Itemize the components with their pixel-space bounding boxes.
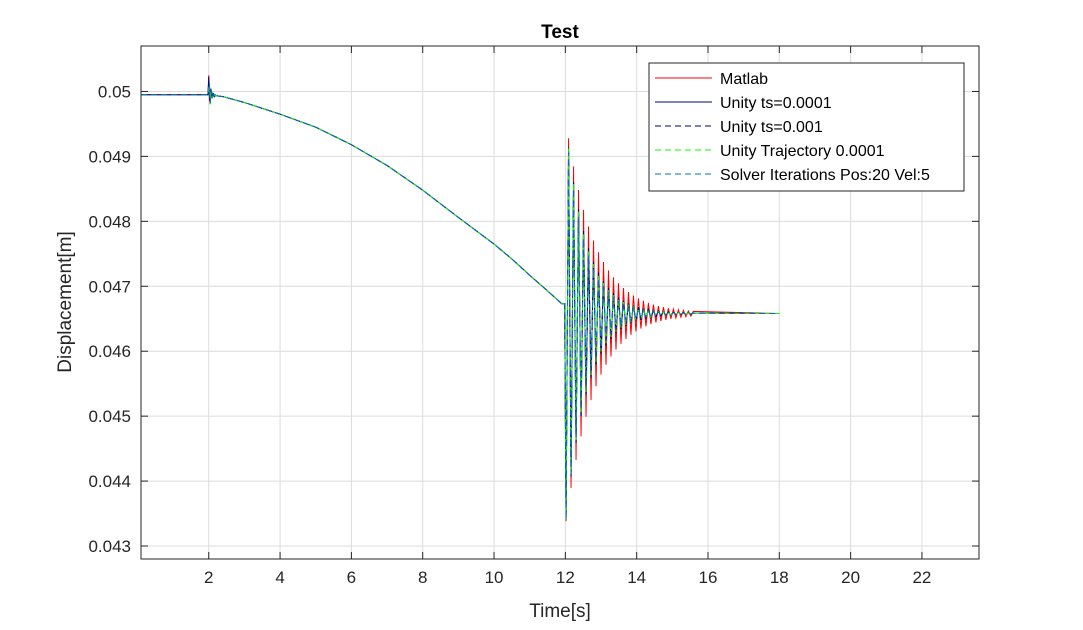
plot-lines (141, 75, 780, 522)
y-tick-label: 0.043 (88, 537, 131, 556)
legend-label-1: Unity ts=0.0001 (720, 95, 832, 112)
y-tick-label: 0.046 (88, 342, 131, 361)
x-tick-label: 20 (841, 568, 860, 587)
y-tick-label: 0.045 (88, 407, 131, 426)
x-tick-label: 22 (912, 568, 931, 587)
y-tick-label: 0.049 (88, 147, 131, 166)
legend-label-3: Unity Trajectory 0.0001 (720, 143, 885, 160)
y-axis-ticks: 0.043 0.044 0.045 0.046 0.047 0.048 0.049 0.05 (88, 82, 979, 556)
y-tick-label: 0.048 (88, 212, 131, 231)
legend-label-2: Unity ts=0.001 (720, 119, 823, 136)
x-tick-label: 8 (418, 568, 427, 587)
x-axis-label: Time[s] (529, 601, 591, 622)
y-tick-label: 0.047 (88, 277, 131, 296)
legend-box (648, 62, 965, 192)
x-tick-label: 10 (485, 568, 504, 587)
chart-title: Test (541, 22, 579, 43)
legend-label-4: Solver Iterations Pos:20 Vel:5 (720, 167, 930, 184)
plot-frame (140, 45, 980, 560)
y-tick-label: 0.05 (98, 82, 131, 101)
y-tick-label: 0.044 (88, 472, 131, 491)
x-tick-label: 2 (204, 568, 213, 587)
grid-lines (141, 46, 979, 559)
x-tick-label: 18 (770, 568, 789, 587)
x-tick-label: 16 (699, 568, 718, 587)
legend: Matlab Unity ts=0.0001 Unity ts=0.001 Unity… (648, 62, 965, 192)
x-tick-label: 4 (275, 568, 284, 587)
legend-label-0: Matlab (720, 71, 768, 88)
y-axis-label: Displacement[m] (55, 231, 76, 373)
x-tick-label: 6 (347, 568, 356, 587)
x-axis-ticks: 2 4 6 8 10 12 14 16 18 20 22 (204, 46, 931, 587)
series-line-4 (141, 82, 780, 519)
x-tick-label: 12 (556, 568, 575, 587)
x-tick-label: 14 (627, 568, 646, 587)
